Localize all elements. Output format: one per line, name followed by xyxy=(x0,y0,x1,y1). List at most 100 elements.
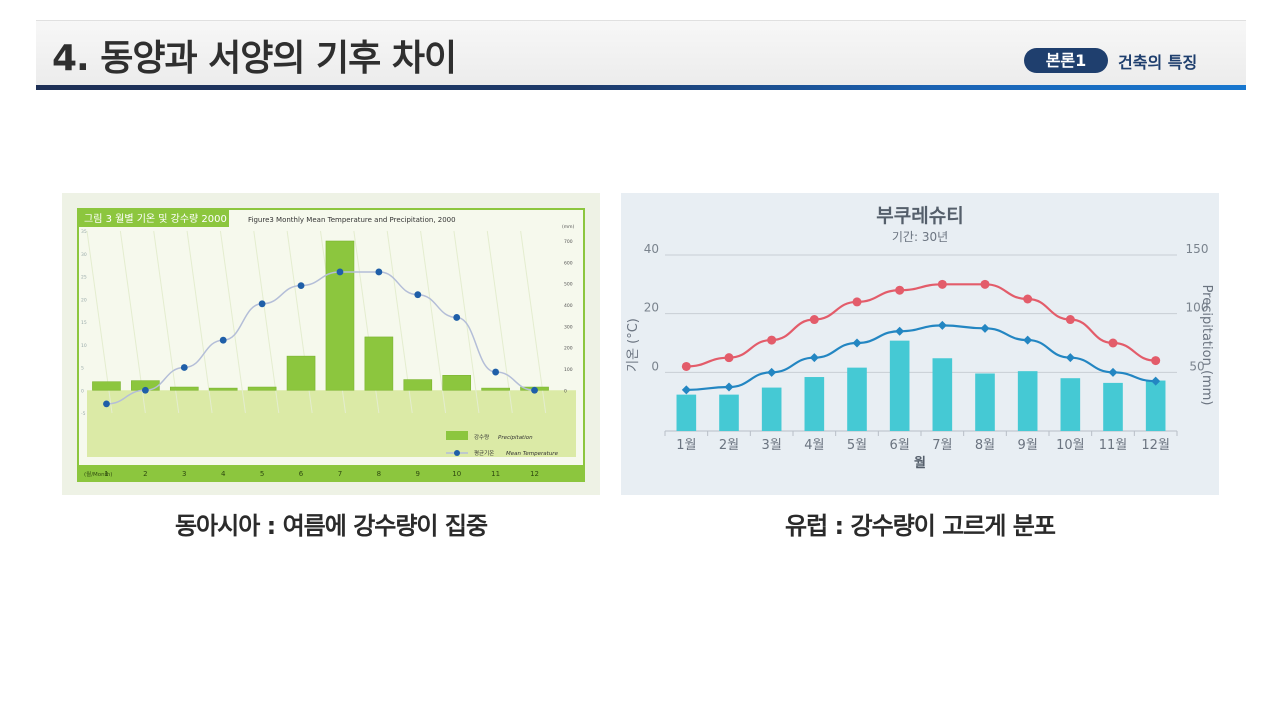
section-badge: 본론1 xyxy=(1024,48,1108,73)
left-axis-tick: 15 xyxy=(81,320,87,326)
left-axis-tick: 0 xyxy=(81,388,84,394)
background-texture xyxy=(453,230,480,414)
high-temperature-point xyxy=(852,297,862,307)
low-temperature-point xyxy=(681,385,691,395)
high-temperature-point xyxy=(809,315,819,325)
low-temperature-point xyxy=(852,338,862,348)
low-temperature-point xyxy=(937,320,947,330)
precipitation-bar xyxy=(247,386,277,391)
precipitation-bar xyxy=(804,377,825,431)
header: 4. 동양과 서양의 기후 차이 본론1 건축의 특징 xyxy=(36,20,1246,85)
right-axis-tick: 400 xyxy=(564,303,573,309)
x-axis-tick: 10월 xyxy=(1056,438,1085,453)
left-axis-tick: 5 xyxy=(81,366,84,372)
high-temperature-point xyxy=(767,335,777,345)
left-axis-tick: 25 xyxy=(81,275,87,281)
x-axis-tick: 10 xyxy=(452,470,461,478)
temperature-point xyxy=(531,386,538,394)
precipitation-bar xyxy=(208,387,238,391)
x-axis-tick: 3월 xyxy=(762,438,782,453)
east-asia-caption: 동아시아 : 여름에 강수량이 집중 xyxy=(174,512,488,540)
precipitation-bar xyxy=(761,387,782,431)
left-axis-tick: 35 xyxy=(81,229,87,235)
chart-title-tab xyxy=(79,210,229,227)
precipitation-bar xyxy=(719,394,739,431)
x-axis-tick: 7월 xyxy=(932,438,952,453)
x-axis-tick: 12 xyxy=(530,470,539,478)
europe-caption: 유럽 : 강수량이 고르게 분포 xyxy=(785,512,1056,540)
x-axis-tick: 6 xyxy=(299,470,304,478)
left-axis-tick: 30 xyxy=(81,252,87,258)
high-temperature-point xyxy=(980,279,990,289)
high-temperature-point xyxy=(1108,338,1118,348)
right-axis-tick: 500 xyxy=(564,282,573,288)
right-axis-tick: 100 xyxy=(564,367,573,373)
temperature-point xyxy=(297,282,305,289)
temperature-point xyxy=(453,314,461,321)
temperature-point xyxy=(219,336,227,344)
temperature-point xyxy=(141,386,149,394)
background-texture xyxy=(153,230,180,414)
temperature-point xyxy=(103,400,110,408)
temperature-point xyxy=(414,291,422,299)
legend-temp-en: Mean Temperature xyxy=(506,451,559,457)
x-axis-tick: 1 xyxy=(104,470,108,478)
background-texture xyxy=(520,230,547,414)
chart-subtitle: Figure3 Monthly Mean Temperature and Pre… xyxy=(248,216,456,224)
europe-chart-panel: 부쿠레슈티 기간: 30년 40 20 0 150 100 50 기온 (°C) Precipit… xyxy=(621,193,1219,495)
right-axis-unit: (mm) xyxy=(562,224,575,230)
low-temperature-point xyxy=(1023,335,1033,345)
precipitation-bar xyxy=(847,367,867,431)
right-axis-tick: 150 xyxy=(1186,242,1209,256)
precipitation-bar xyxy=(481,387,510,391)
chart-subtitle: 기간: 30년 xyxy=(892,230,948,244)
precipitation-bar xyxy=(932,358,953,431)
x-axis-label: (월/Month) xyxy=(84,470,112,478)
x-axis-tick: 11 xyxy=(491,470,500,478)
high-temperature-point xyxy=(895,285,905,295)
x-axis-tick: 7 xyxy=(338,470,342,478)
precipitation-bar xyxy=(1060,378,1081,431)
temperature-point xyxy=(336,268,344,276)
x-axis-tick: 1월 xyxy=(676,438,696,453)
right-axis-tick: 200 xyxy=(564,346,573,352)
low-temperature-point xyxy=(980,323,990,333)
header-divider xyxy=(36,85,1246,90)
x-axis-tick: 9월 xyxy=(1018,438,1038,453)
chart-title: 부쿠레슈티 xyxy=(876,205,963,227)
below-zero-band xyxy=(87,390,576,457)
low-temperature-point xyxy=(809,353,819,363)
precipitation-bar xyxy=(975,373,995,431)
x-axis-tick: 4 xyxy=(221,470,226,478)
high-temperature-point xyxy=(1151,356,1161,366)
temperature-point xyxy=(258,300,266,308)
precipitation-bar xyxy=(169,386,199,391)
temperature-point xyxy=(375,268,383,276)
x-axis-strip xyxy=(79,465,583,480)
background-texture xyxy=(253,230,280,414)
x-axis-tick: 4월 xyxy=(804,438,824,453)
chart-title: 그림 3 월별 기온 및 강수량 2000 xyxy=(84,213,227,225)
precipitation-bar xyxy=(1145,380,1166,431)
x-axis-tick: 5월 xyxy=(847,438,867,453)
left-axis-tick: 0 xyxy=(651,359,659,373)
precipitation-bar xyxy=(92,381,121,391)
high-temperature-point xyxy=(681,361,691,371)
legend-precip-ko: 강수량 xyxy=(474,434,489,441)
x-axis-tick: 8월 xyxy=(975,438,995,453)
low-temperature-point xyxy=(1151,376,1161,386)
precipitation-bar xyxy=(889,340,910,431)
precipitation-bar xyxy=(364,336,394,391)
low-temperature-point xyxy=(767,367,777,377)
precipitation-bar xyxy=(1017,371,1038,431)
x-axis-label: 월 xyxy=(914,455,926,471)
section-subtitle: 건축의 특징 xyxy=(1118,53,1198,72)
right-axis-tick: 0 xyxy=(564,388,567,394)
x-axis-tick: 3 xyxy=(182,470,186,478)
background-texture xyxy=(420,230,447,414)
x-axis-tick: 6월 xyxy=(890,438,910,453)
precipitation-bar xyxy=(442,375,472,391)
high-temperature-point xyxy=(724,353,734,363)
precipitation-bar xyxy=(676,394,697,431)
